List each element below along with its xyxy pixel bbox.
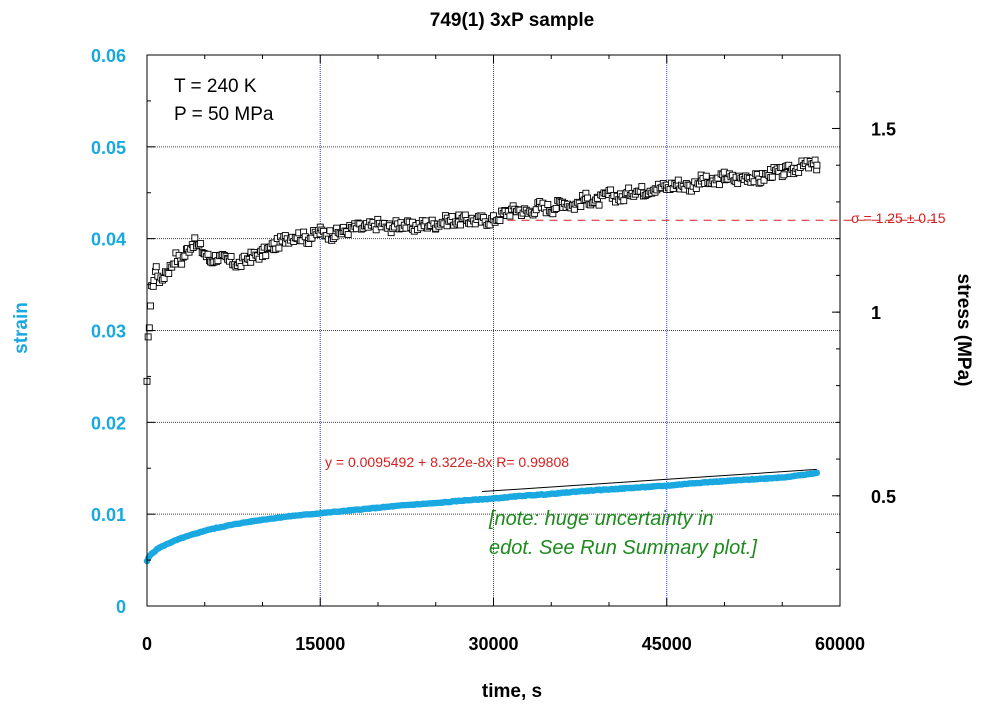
stress-point — [457, 221, 464, 229]
stress-point — [715, 181, 723, 189]
stress-point — [262, 252, 270, 260]
sigma-annotation: σ = 1.25 ± 0.15 — [851, 210, 946, 226]
stress-point — [552, 204, 560, 212]
fit-layer — [481, 219, 935, 493]
y-left-tick-label: 0.02 — [91, 413, 126, 433]
stress-point — [506, 212, 514, 220]
x-tick-label: 60000 — [815, 634, 865, 654]
stress-point — [165, 270, 173, 277]
stress-point — [638, 183, 646, 191]
chart-title: 749(1) 3xP sample — [430, 10, 594, 31]
fit-equation: y = 0.0095492 + 8.322e-8x R= 0.99808 — [325, 454, 569, 470]
y-left-tick-label: 0 — [116, 597, 126, 617]
note-line-2: edot. See Run Summary plot.] — [489, 537, 757, 559]
stress-point — [237, 263, 245, 270]
stress-point — [197, 240, 205, 248]
strain-series — [143, 469, 821, 565]
fit-line — [481, 468, 817, 493]
stress-point — [181, 252, 189, 260]
stress-point — [544, 200, 552, 208]
stress-point — [326, 227, 334, 235]
stress-series — [143, 156, 821, 385]
stress-point — [702, 172, 710, 180]
x-tick-label: 30000 — [468, 634, 518, 654]
stress-point — [768, 173, 776, 181]
x-axis-label: time, s — [482, 681, 542, 702]
x-tick-label: 15000 — [295, 634, 345, 654]
grid — [147, 55, 840, 606]
note-line-1: [note: huge uncertainty in — [488, 508, 714, 530]
y-right-tick-label: 1 — [871, 303, 881, 323]
y-left-tick-label: 0.05 — [91, 138, 126, 158]
ticks — [146, 54, 841, 607]
stress-point — [813, 161, 821, 169]
stress-point — [620, 197, 628, 205]
stress-point — [204, 250, 212, 258]
y-left-tick-label: 0.04 — [91, 230, 126, 250]
y-right-tick-label: 0.5 — [871, 487, 896, 507]
condition-temperature: T = 240 K — [174, 76, 257, 97]
stress-point — [152, 263, 160, 271]
stress-point — [147, 302, 154, 310]
stress-point — [496, 217, 504, 224]
x-tick-label: 45000 — [642, 634, 692, 654]
y-left-axis-label: strain — [11, 302, 32, 354]
stress-point — [344, 231, 352, 238]
stress-point — [227, 253, 235, 260]
y-left-tick-label: 0.01 — [91, 505, 126, 525]
y-left-tick-label: 0.03 — [91, 322, 126, 342]
y-left-tick-label: 0.06 — [91, 46, 126, 66]
stress-point — [780, 171, 788, 179]
stress-point — [144, 333, 152, 341]
condition-pressure: P = 50 MPa — [174, 104, 274, 125]
stress-point — [275, 244, 283, 252]
y-right-axis-label: stress (MPa) — [953, 274, 974, 387]
tick-labels: 0 15000 30000 45000 60000 0 0.01 0.02 0.03 0.04 0.… — [91, 46, 896, 654]
strain-point — [813, 469, 821, 477]
x-tick-label: 0 — [142, 634, 152, 654]
stress-point — [149, 282, 157, 290]
stress-point — [577, 203, 585, 210]
stress-point — [178, 260, 186, 268]
y-right-tick-label: 1.5 — [871, 119, 896, 139]
stress-point — [595, 201, 603, 209]
stress-point — [625, 184, 633, 192]
stress-point — [191, 234, 199, 242]
